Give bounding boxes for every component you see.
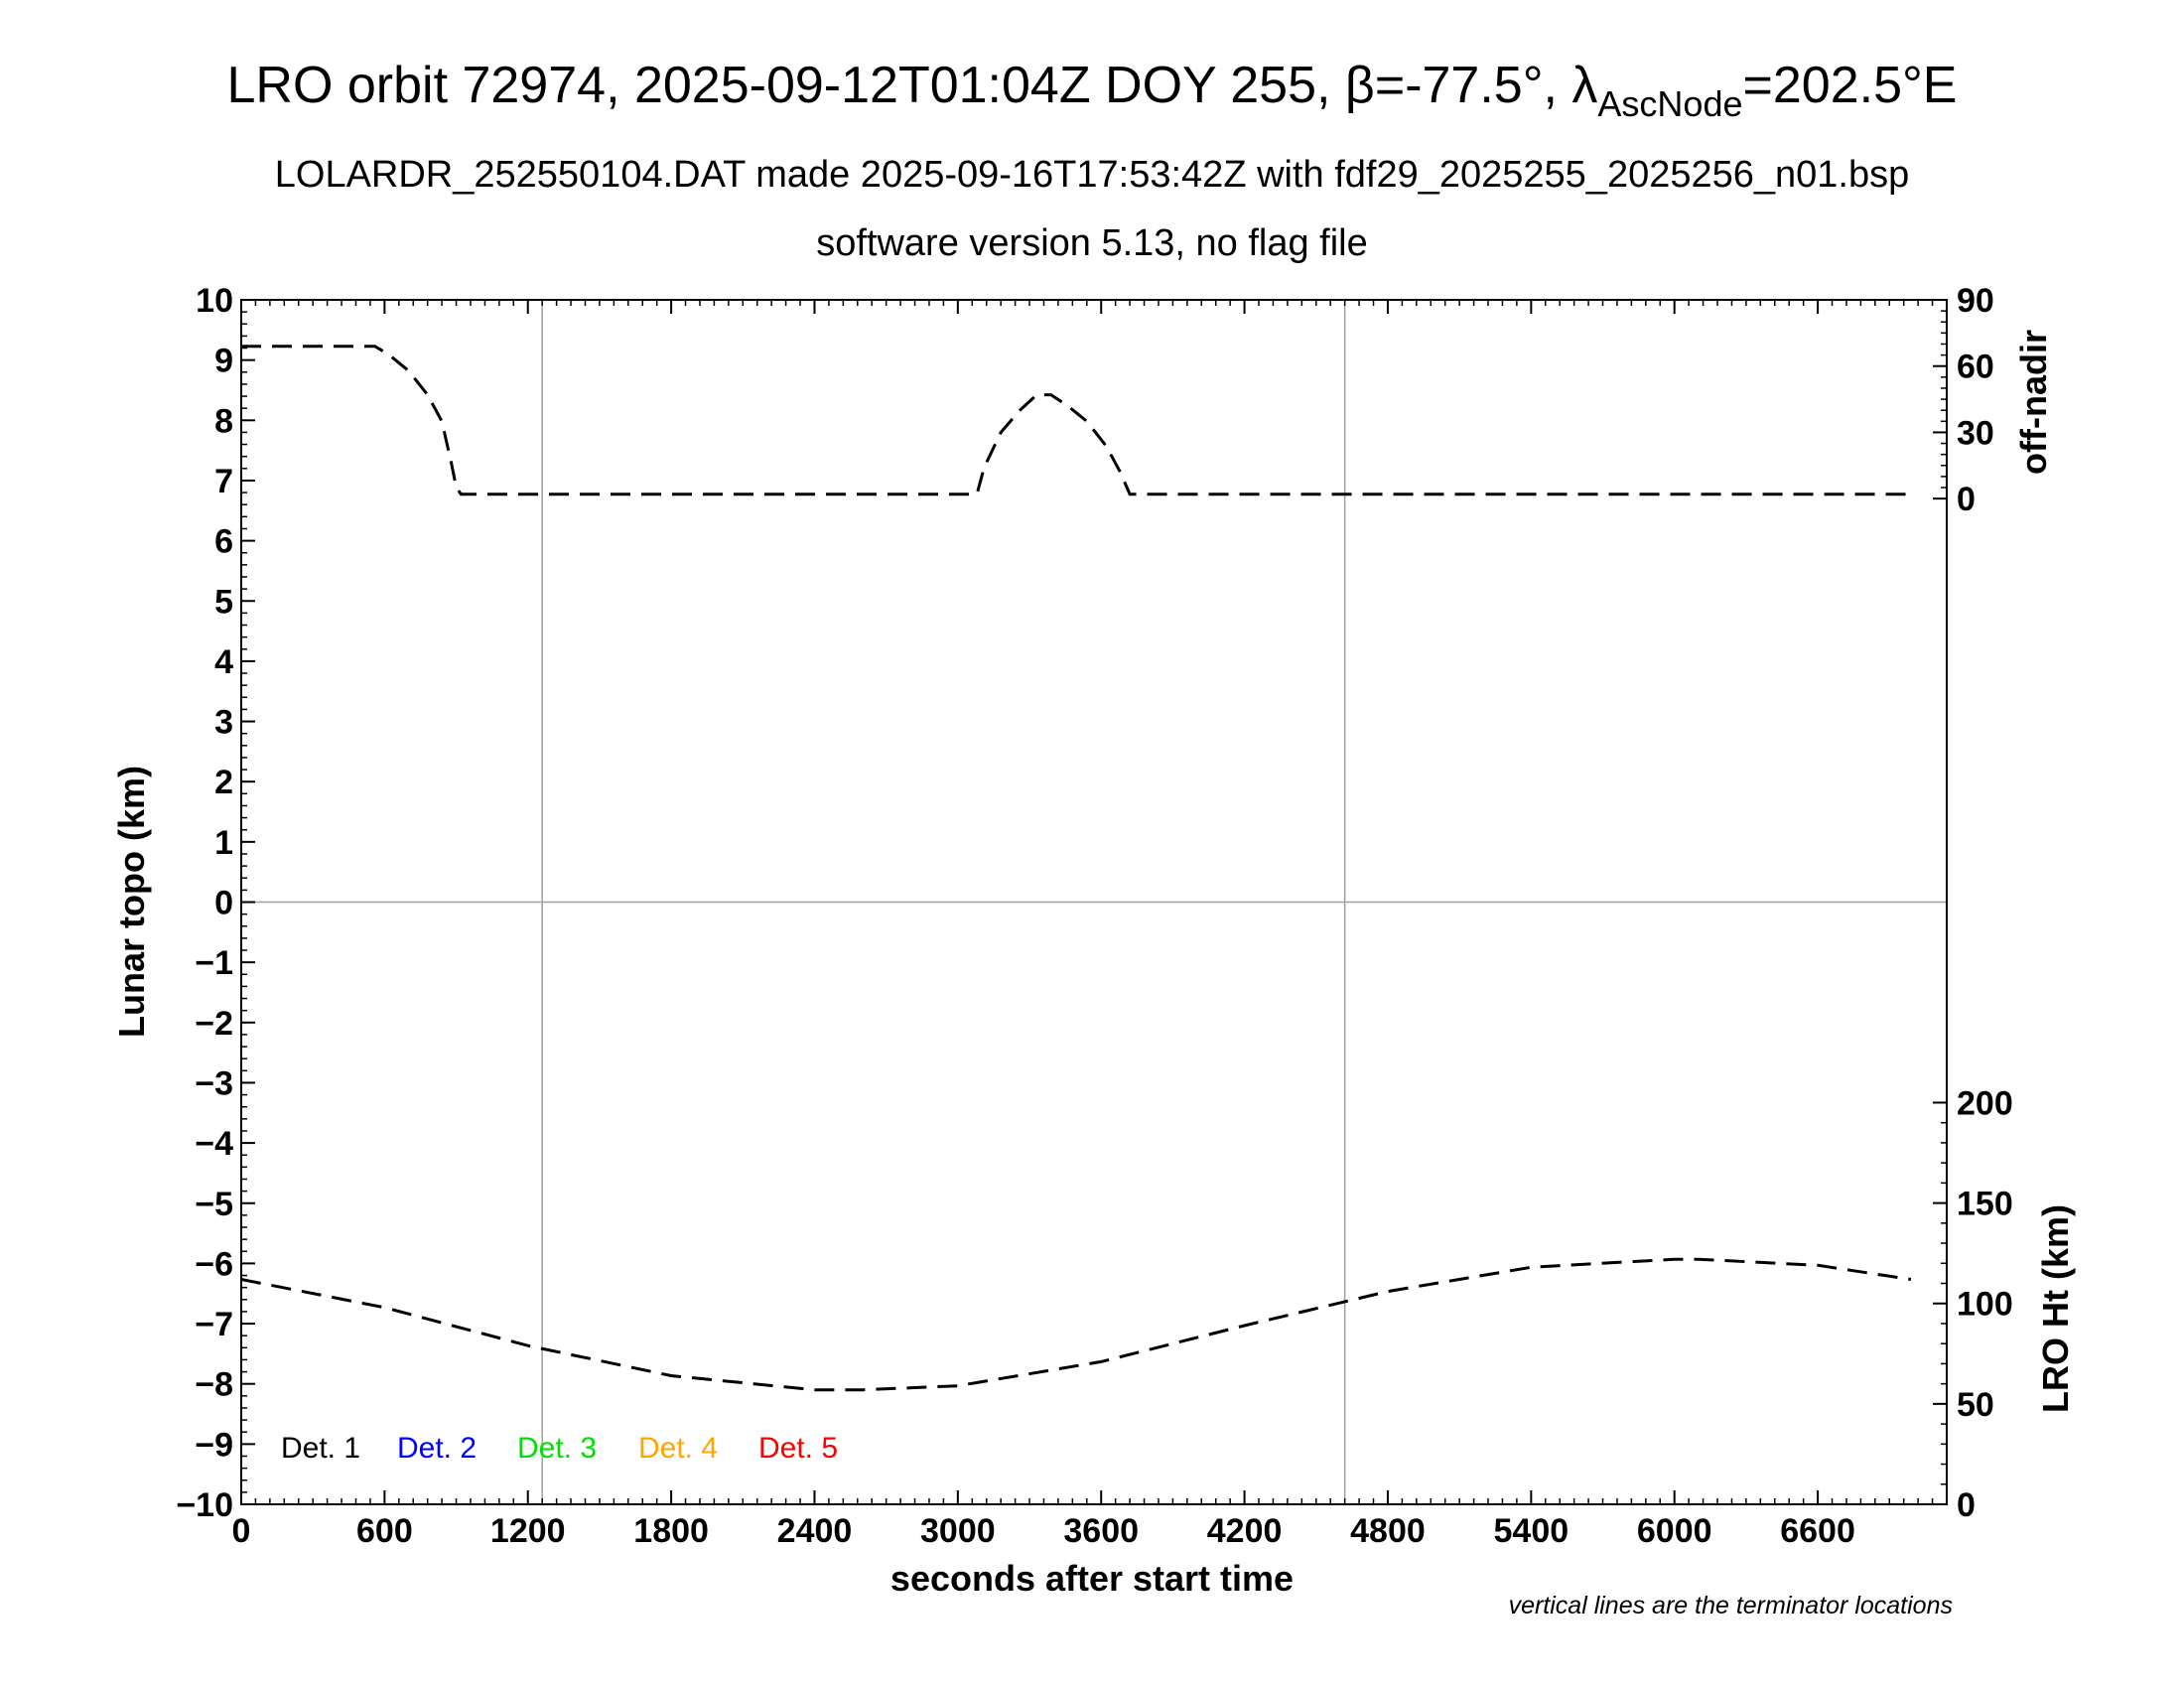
lro-ht-tick-label: 100	[1957, 1286, 2013, 1324]
terminator-footnote: vertical lines are the terminator locati…	[1509, 1592, 1953, 1619]
y-tick-label: 5	[214, 583, 233, 621]
lro-height-series-line	[240, 1257, 1912, 1392]
y-tick-label: −3	[195, 1064, 233, 1102]
x-tick-label: 4800	[1350, 1512, 1426, 1550]
axis-ticks	[240, 299, 1948, 1505]
y-tick-label: 3	[214, 704, 233, 742]
y-tick-label: −9	[195, 1426, 233, 1464]
x-tick-label: 4200	[1207, 1512, 1283, 1550]
x-tick-label: 6600	[1780, 1512, 1855, 1550]
legend: Det. 1 Det. 2 Det. 3 Det. 4 Det. 5	[281, 1432, 838, 1465]
off-nadir-series-line	[241, 345, 1911, 496]
x-tick-label: 3600	[1063, 1512, 1139, 1550]
y-tick-label: 8	[214, 402, 233, 440]
off-nadir-tick-label: 30	[1957, 414, 1994, 452]
x-tick-label: 1200	[490, 1512, 566, 1550]
off-nadir-tick-label: 0	[1957, 481, 1976, 518]
off-nadir-tick-label: 60	[1957, 349, 1994, 386]
y-tick-label: 10	[196, 282, 233, 320]
y-axis-lro-ht-label: LRO Ht (km)	[2035, 1204, 2076, 1413]
chart-subtitle-file: LOLARDR_252550104.DAT made 2025-09-16T17…	[275, 154, 1910, 196]
x-tick-label: 6000	[1637, 1512, 1712, 1550]
off-nadir-tick-label: 90	[1957, 282, 1994, 320]
x-tick-label: 600	[356, 1512, 413, 1550]
legend-item: Det. 3	[517, 1432, 597, 1465]
y-tick-label: 6	[214, 523, 233, 561]
lro-ht-tick-label: 200	[1957, 1084, 2013, 1122]
x-tick-label: 5400	[1494, 1512, 1570, 1550]
lro-ht-tick-label: 150	[1957, 1186, 2013, 1223]
chart-title: LRO orbit 72974, 2025-09-12T01:04Z DOY 2…	[227, 57, 1958, 124]
y-tick-label: −6	[195, 1245, 233, 1283]
y-tick-label: −8	[195, 1366, 233, 1404]
y-tick-label: −5	[195, 1186, 233, 1223]
legend-item: Det. 5	[758, 1432, 838, 1465]
x-axis-label: seconds after start time	[890, 1558, 1294, 1599]
y-tick-label: −7	[195, 1306, 233, 1343]
y-tick-label: −1	[195, 944, 233, 982]
y-tick-label: 9	[214, 343, 233, 380]
lro-ht-tick-label: 0	[1957, 1486, 1976, 1524]
x-tick-label: 1800	[633, 1512, 709, 1550]
legend-item: Det. 4	[638, 1432, 718, 1465]
y-tick-label: 4	[214, 643, 233, 681]
lro-ht-tick-label: 50	[1957, 1386, 1994, 1424]
right-axis-tick-labels: 0 30 60 90 0 50 100 150 200	[1957, 282, 2013, 1524]
x-tick-label: 2400	[777, 1512, 853, 1550]
legend-item: Det. 1	[281, 1432, 360, 1465]
grid-lines	[241, 300, 1947, 1504]
y-tick-label: −2	[195, 1005, 233, 1043]
y-tick-label: 2	[214, 764, 233, 801]
y-tick-label: 1	[214, 824, 233, 862]
y-axis-off-nadir-label: off-nadir	[2013, 330, 2054, 475]
series-layer	[240, 345, 1912, 1392]
y-tick-label: −10	[176, 1486, 233, 1524]
legend-item: Det. 2	[397, 1432, 477, 1465]
x-axis-tick-labels: 0 600 1200 1800 2400 3000 3600 4200 4800 5400 6000…	[232, 1512, 1855, 1550]
y-tick-label: 7	[214, 463, 233, 500]
x-tick-label: 0	[232, 1512, 251, 1550]
y-tick-label: 0	[214, 885, 233, 922]
y-axis-left-label: Lunar topo (km)	[111, 766, 152, 1038]
x-tick-label: 3000	[920, 1512, 996, 1550]
y-tick-label: −4	[195, 1125, 233, 1163]
chart-subtitle-version: software version 5.13, no flag file	[816, 222, 1368, 264]
